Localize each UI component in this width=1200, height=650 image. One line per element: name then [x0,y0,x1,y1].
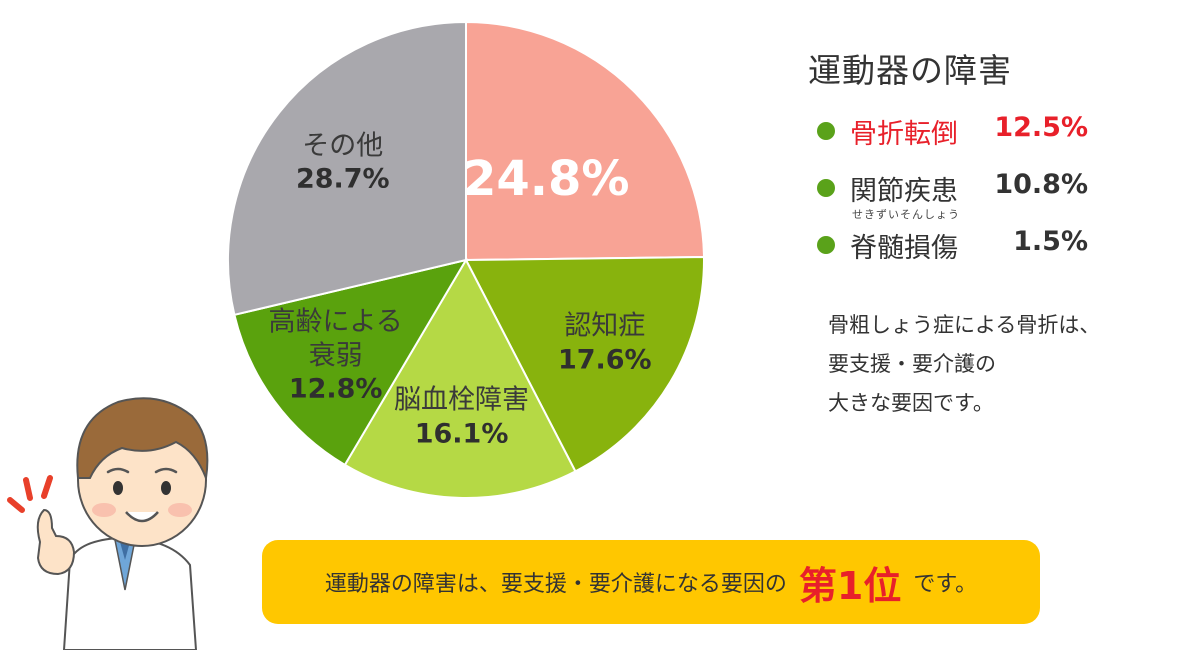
summary-banner: 運動器の障害は、要支援・要介護になる要因の 第1位 です。 [262,540,1040,624]
legend: 運動器の障害 骨折転倒 12.5% 関節疾患 10.8% せきずいそんしょう 脊… [808,44,1108,277]
note-line: 骨粗しょう症による骨折は、 [828,313,1101,337]
slice-value: 17.6% [557,344,652,376]
bullet-icon [817,236,835,254]
legend-title: 運動器の障害 [808,51,1012,90]
legend-item-fracture: 骨折転倒 12.5% [808,106,1108,163]
slice-name: 高齢による [268,306,403,338]
legend-item-spinal: せきずいそんしょう 脊髄損傷 1.5% [808,208,1108,277]
slice-value: 12.8% [288,373,383,405]
slice-name: 認知症 [564,310,646,342]
slice-name: 脳血栓障害 [394,384,530,416]
doctor-illustration [7,397,209,650]
slice-name: 衰弱 [308,340,363,372]
pie-slice-other [227,20,467,317]
slice-name: その他 [302,129,384,161]
slice-label: 高齢による 衰弱 12.8% [269,305,403,406]
legend-item-label: 関節疾患 [850,176,958,207]
legend-item-value: 10.8% [994,169,1088,200]
bullet-icon [817,122,835,140]
note-line: 要支援・要介護の [828,352,996,376]
note-line: 大きな要因です。 [828,391,994,415]
slice-label: 24.8% [463,149,630,209]
slice-label: その他 28.7% [296,129,390,197]
bullet-icon [817,179,835,197]
banner-highlight: 第1位 [798,563,902,608]
legend-item-joint: 関節疾患 10.8% [808,163,1108,220]
banner-prefix: 運動器の障害は、要支援・要介護になる要因の [324,572,787,597]
slice-value: 24.8% [463,150,630,207]
furigana: せきずいそんしょう [852,208,960,221]
slice-value: 28.7% [295,163,390,195]
pie-slice-dementia [464,255,705,473]
legend-item-label: 骨折転倒 [850,119,958,150]
legend-item-value: 1.5% [1013,226,1088,257]
slice-label: 脳血栓障害 16.1% [394,383,529,451]
pie-slice-stroke [343,257,577,499]
pie-slice-motor [465,20,705,262]
slice-label: 認知症 17.6% [558,310,652,378]
banner-suffix: です。 [913,572,978,597]
pie-slice-frailty [233,258,469,467]
legend-item-label: 脊髄損傷 [850,233,958,264]
slice-value: 16.1% [414,418,509,450]
legend-item-value: 12.5% [994,112,1088,143]
note-text: 骨粗しょう症による骨折は、 要支援・要介護の 大きな要因です。 [828,306,1100,423]
